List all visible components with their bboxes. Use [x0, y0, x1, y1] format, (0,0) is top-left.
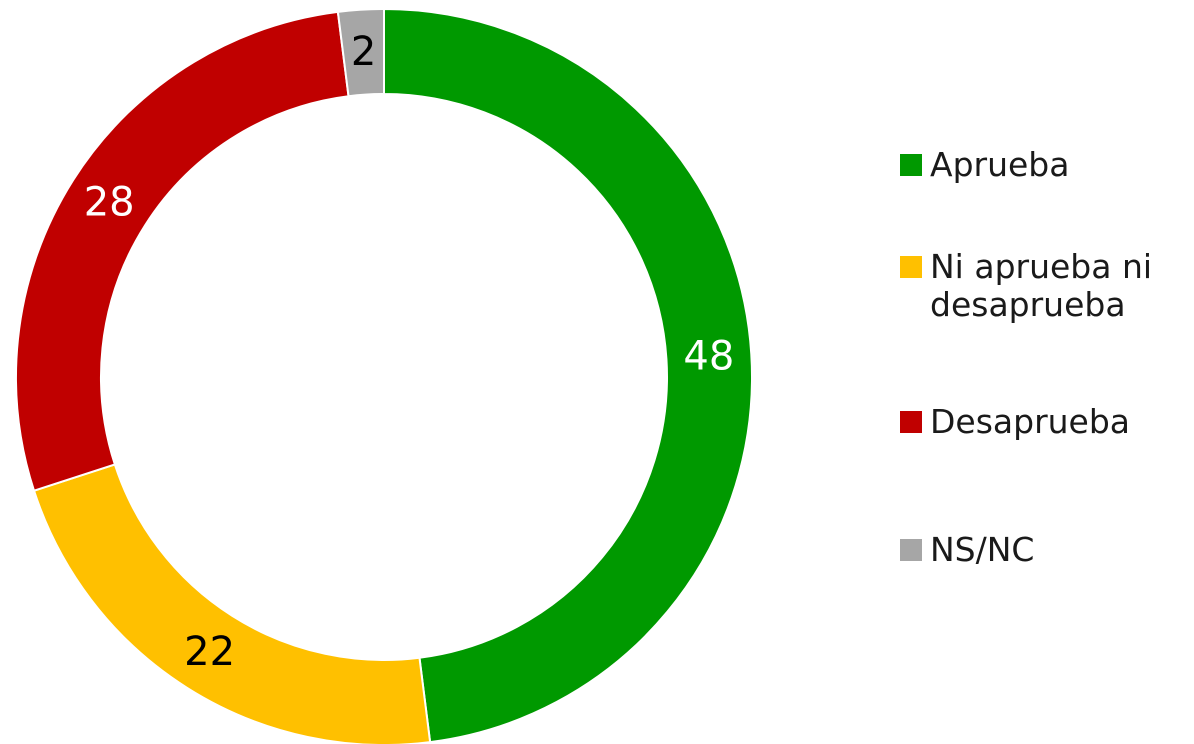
data-label: 22: [184, 629, 235, 675]
legend-item: Desaprueba: [900, 403, 1180, 441]
data-label: 48: [683, 334, 734, 380]
legend: Aprueba Ni aprueba ni desaprueba Desaprueb…: [900, 0, 1190, 744]
legend-swatch: [900, 154, 922, 176]
slice: [15, 10, 350, 492]
legend-swatch: [900, 539, 922, 561]
legend-label: Desaprueba: [930, 402, 1131, 441]
slice: [383, 7, 753, 744]
legend-label: Ni aprueba ni desaprueba: [930, 247, 1153, 324]
data-label: 2: [351, 29, 376, 75]
legend-label: NS/NC: [930, 530, 1035, 569]
data-label: 28: [84, 180, 135, 226]
legend-item: NS/NC: [900, 531, 1180, 569]
legend-swatch: [900, 411, 922, 433]
legend-swatch: [900, 256, 922, 278]
legend-label: Aprueba: [930, 145, 1070, 184]
slice: [336, 7, 385, 98]
donut: 48 22 28 2: [15, 7, 753, 744]
slice: [32, 463, 432, 744]
legend-item: Ni aprueba ni desaprueba: [900, 248, 1180, 324]
legend-item: Aprueba: [900, 146, 1180, 184]
